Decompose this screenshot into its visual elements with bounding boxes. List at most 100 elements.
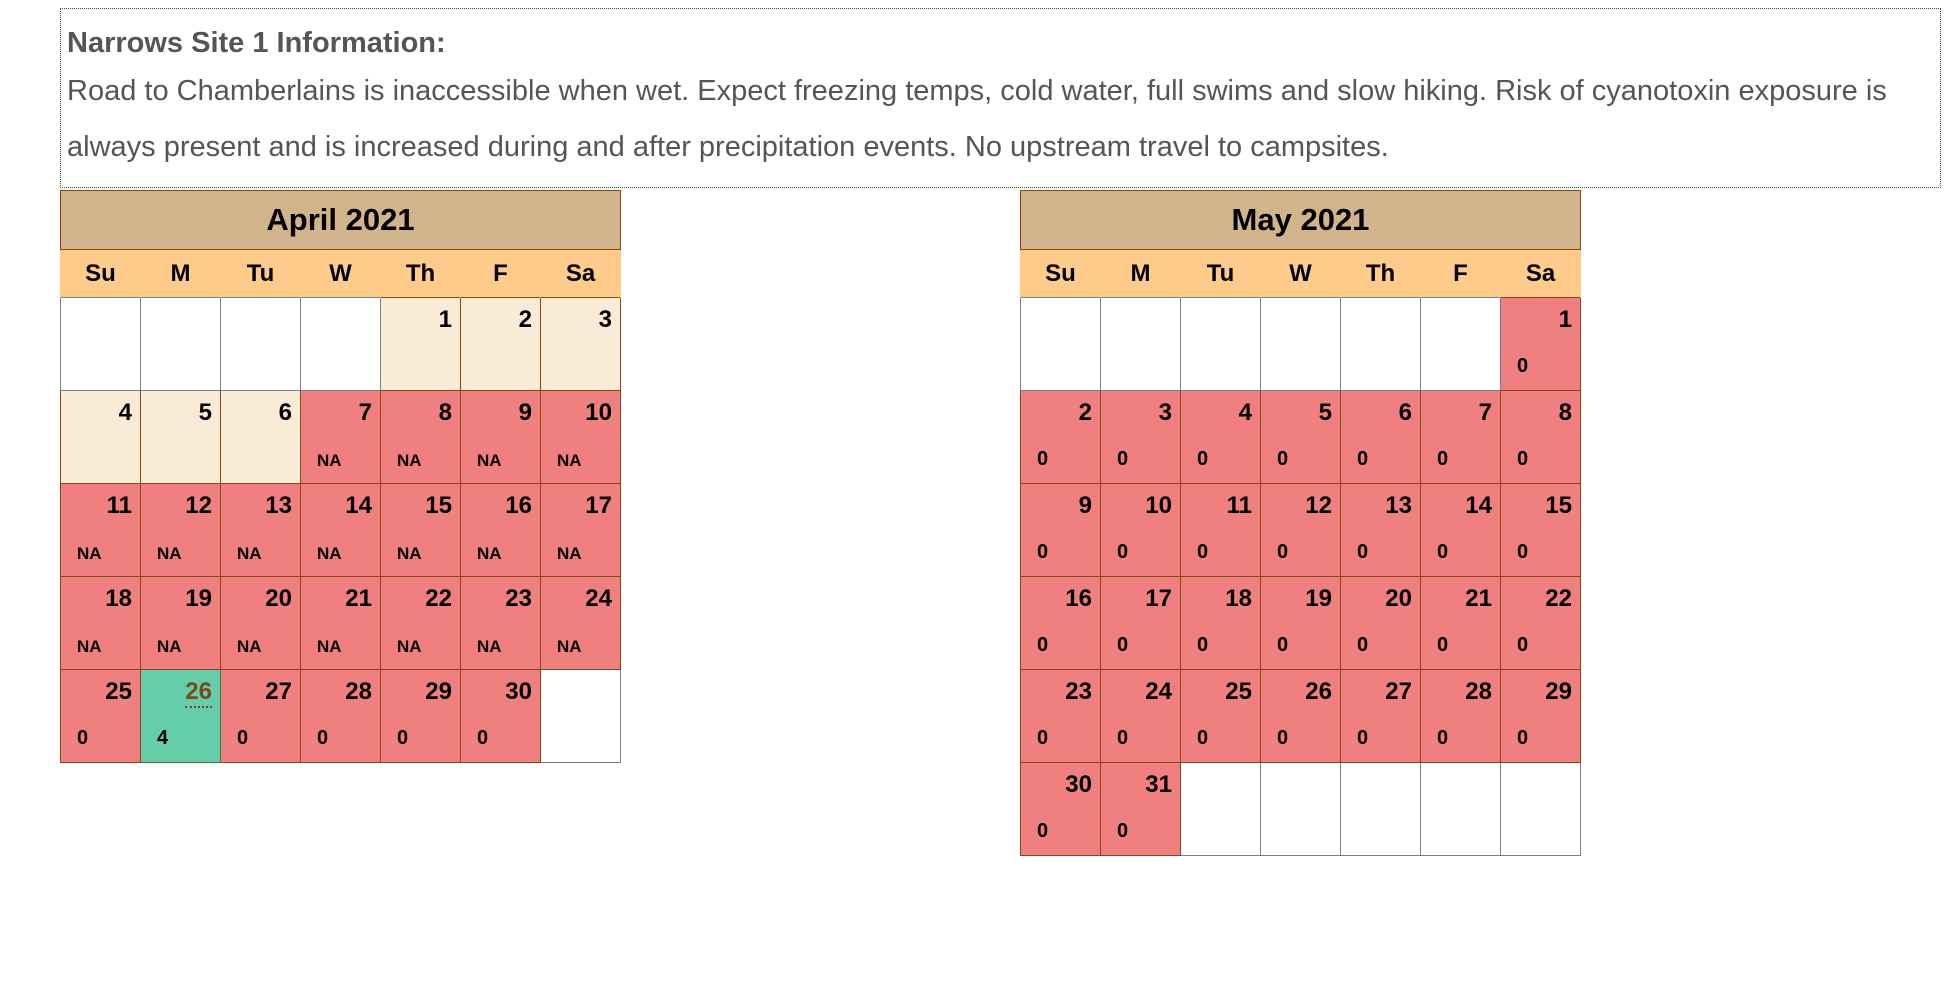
calendar-empty-cell	[540, 669, 621, 763]
day-number: 15	[425, 492, 452, 519]
calendar-day-cell: 22 NA	[380, 576, 461, 670]
calendar-day-cell: 12 0	[1260, 483, 1341, 577]
day-number[interactable]: 26	[185, 678, 212, 708]
calendar-day-cell: 6	[220, 390, 301, 484]
day-availability-value: 0	[1517, 448, 1529, 470]
calendar-day-cell: 25 0	[60, 669, 141, 763]
day-number: 1	[1558, 306, 1572, 333]
day-number: 14	[1465, 492, 1492, 519]
calendar-empty-cell	[1420, 297, 1501, 391]
day-availability-value: 0	[1117, 634, 1129, 656]
calendar-day-cell: 25 0	[1180, 669, 1261, 763]
day-availability-value: NA	[557, 637, 582, 656]
day-availability-value: NA	[397, 637, 422, 656]
calendar-empty-cell	[1020, 297, 1101, 391]
day-availability-value: NA	[77, 637, 102, 656]
calendar-month-title: May 2021	[1020, 190, 1581, 250]
day-availability-value: 0	[1037, 727, 1049, 749]
day-availability-value: 0	[237, 727, 249, 749]
calendar-day-cell: 31 0	[1100, 762, 1181, 856]
site-info-title: Narrows Site 1 Information:	[67, 27, 446, 59]
day-number: 28	[345, 678, 372, 705]
calendar-empty-cell	[1180, 762, 1261, 856]
calendar-day-cell: 29 0	[380, 669, 461, 763]
day-number: 10	[585, 399, 612, 426]
calendar-day-cell: 15 0	[1500, 483, 1581, 577]
calendar-empty-cell	[1340, 297, 1421, 391]
calendar-day-cell: 4	[60, 390, 141, 484]
day-availability-value: NA	[317, 637, 342, 656]
day-number: 2	[518, 306, 532, 333]
day-availability-value: 0	[1357, 448, 1369, 470]
day-number: 12	[1305, 492, 1332, 519]
day-number: 2	[1078, 399, 1092, 426]
calendar-week-row: 30 0 31 0	[1020, 762, 1581, 856]
weekday-header: M	[1100, 249, 1181, 298]
calendar-empty-cell	[1260, 297, 1341, 391]
day-availability-value: 0	[1517, 634, 1529, 656]
calendar-day-cell: 16 NA	[460, 483, 541, 577]
calendar-day-cell[interactable]: 26 4	[140, 669, 221, 763]
calendar-day-cell: 18 0	[1180, 576, 1261, 670]
day-number: 7	[358, 399, 372, 426]
day-number: 27	[1385, 678, 1412, 705]
day-availability-value: NA	[77, 544, 102, 563]
weekday-header: Su	[60, 249, 141, 298]
day-availability-value: 0	[1197, 448, 1209, 470]
day-availability-value: 0	[1277, 448, 1289, 470]
day-number: 24	[585, 585, 612, 612]
calendar-day-cell: 9 NA	[460, 390, 541, 484]
calendar-week-row: 18 NA 19 NA 20 NA 21 NA 22 NA 23 NA 24 NA	[60, 576, 621, 670]
day-availability-value: NA	[477, 637, 502, 656]
day-availability-value: NA	[237, 637, 262, 656]
day-number: 22	[425, 585, 452, 612]
calendar-day-cell: 24 0	[1100, 669, 1181, 763]
weekday-header: F	[1420, 249, 1501, 298]
calendar-empty-cell	[1100, 297, 1181, 391]
day-availability-value: 0	[1037, 634, 1049, 656]
calendar-day-cell: 20 0	[1340, 576, 1421, 670]
calendar-empty-cell	[1420, 762, 1501, 856]
calendar-week-row: 23 0 24 0 25 0 26 0 27 0 28 0 29 0	[1020, 669, 1581, 763]
day-number: 20	[265, 585, 292, 612]
day-availability-value: 0	[1517, 355, 1529, 377]
day-number: 19	[1305, 585, 1332, 612]
day-availability-value: 0	[1437, 727, 1449, 749]
day-number: 26	[1305, 678, 1332, 705]
day-number: 24	[1145, 678, 1172, 705]
calendar-empty-cell	[1500, 762, 1581, 856]
day-number: 19	[185, 585, 212, 612]
day-number: 4	[118, 399, 132, 426]
day-number: 12	[185, 492, 212, 519]
calendar-day-cell: 11 NA	[60, 483, 141, 577]
calendar-week-row: 11 NA 12 NA 13 NA 14 NA 15 NA 16 NA 17 NA	[60, 483, 621, 577]
day-number: 10	[1145, 492, 1172, 519]
calendar-empty-cell	[300, 297, 381, 391]
calendar-empty-cell	[60, 297, 141, 391]
day-availability-value: 0	[1117, 727, 1129, 749]
day-number: 3	[598, 306, 612, 333]
day-availability-value: 0	[1277, 634, 1289, 656]
calendar-day-cell: 14 0	[1420, 483, 1501, 577]
day-number: 17	[1145, 585, 1172, 612]
day-number: 28	[1465, 678, 1492, 705]
day-number: 18	[105, 585, 132, 612]
day-number: 21	[345, 585, 372, 612]
weekday-header: F	[460, 249, 541, 298]
calendar-day-cell: 27 0	[1340, 669, 1421, 763]
calendar-day-cell: 28 0	[1420, 669, 1501, 763]
calendar-week-row: 9 0 10 0 11 0 12 0 13 0 14 0 15 0	[1020, 483, 1581, 577]
calendar-week-row: 4 5 6 7 NA 8 NA 9 NA 10 NA	[60, 390, 621, 484]
weekday-header: Su	[1020, 249, 1101, 298]
calendar-empty-cell	[1260, 762, 1341, 856]
day-availability-value: NA	[477, 544, 502, 563]
weekday-header: Tu	[1180, 249, 1261, 298]
day-availability-value: 0	[1357, 541, 1369, 563]
calendar-empty-cell	[1340, 762, 1421, 856]
day-availability-value: 0	[477, 727, 489, 749]
day-number: 30	[1065, 771, 1092, 798]
